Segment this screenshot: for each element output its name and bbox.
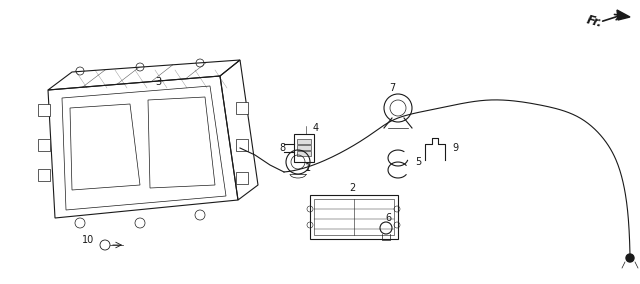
Bar — [310, 195, 398, 239]
Bar — [297, 145, 311, 150]
Bar — [38, 169, 50, 181]
Bar — [236, 102, 248, 114]
Bar — [236, 172, 248, 184]
FancyArrowPatch shape — [603, 14, 621, 21]
Circle shape — [626, 254, 634, 262]
Text: 4: 4 — [313, 123, 319, 133]
Text: 8: 8 — [279, 143, 285, 153]
Text: 3: 3 — [155, 77, 161, 87]
Bar — [236, 139, 248, 151]
Text: 5: 5 — [415, 157, 421, 167]
Text: 10: 10 — [82, 235, 94, 245]
Bar — [38, 139, 50, 151]
Bar — [297, 139, 311, 144]
Text: 9: 9 — [452, 143, 458, 153]
Text: 1: 1 — [305, 163, 311, 173]
Polygon shape — [617, 10, 630, 20]
Text: Fr.: Fr. — [585, 14, 604, 30]
Text: 7: 7 — [389, 83, 395, 93]
Bar — [297, 151, 311, 156]
Bar — [38, 104, 50, 116]
Bar — [294, 134, 314, 162]
Text: 2: 2 — [349, 183, 355, 193]
Text: 6: 6 — [385, 213, 391, 223]
Bar — [314, 199, 394, 235]
